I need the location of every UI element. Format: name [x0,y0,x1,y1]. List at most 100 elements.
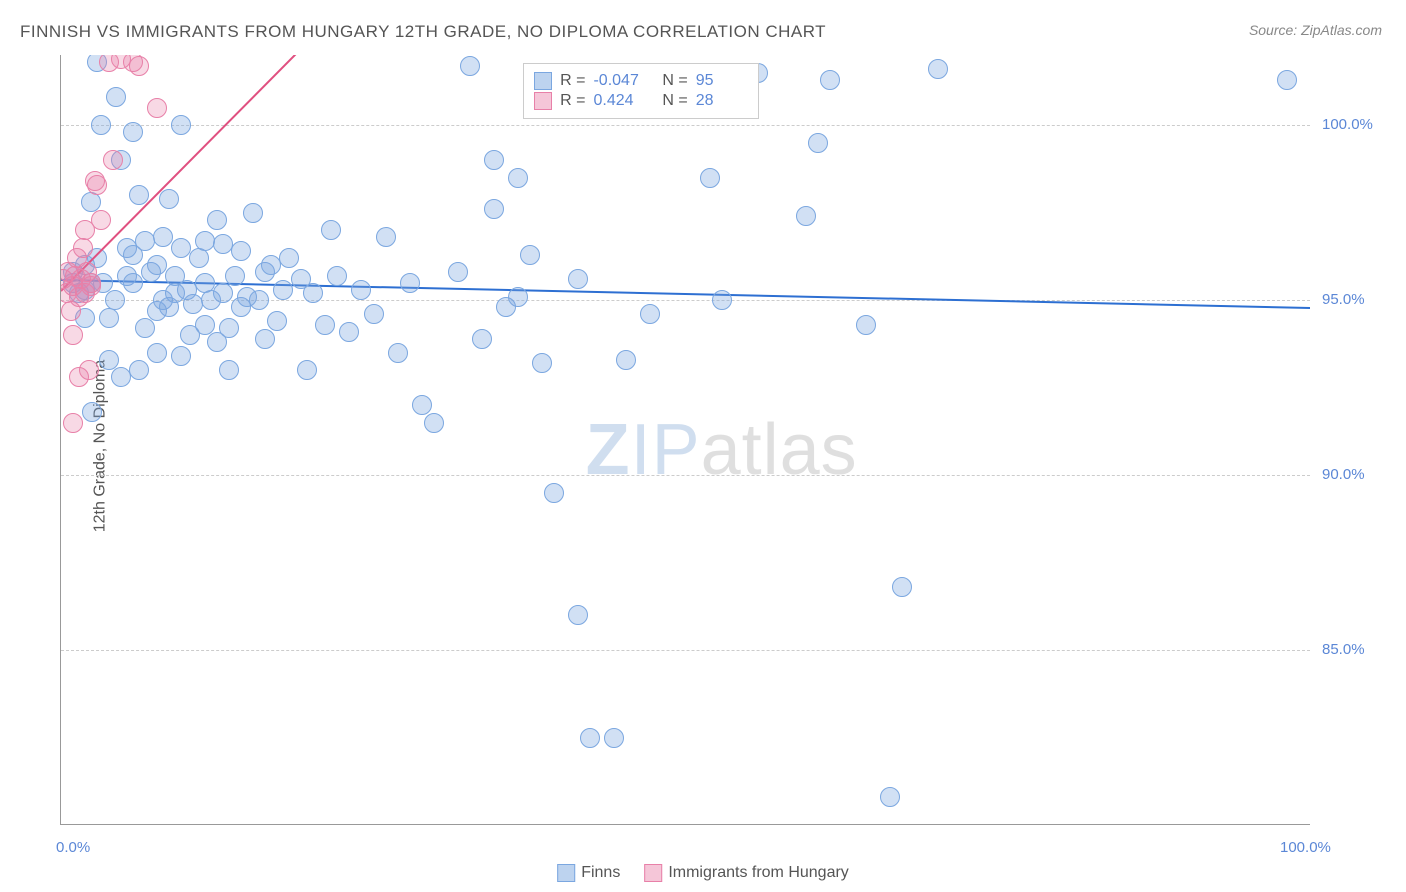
data-point [796,206,816,226]
data-point [81,273,101,293]
data-point [129,360,149,380]
data-point [105,290,125,310]
data-point [388,343,408,363]
stats-legend-row: R = 0.424 N = 28 [534,92,748,110]
data-point [73,238,93,258]
data-point [106,87,126,107]
data-point [91,210,111,230]
data-point [213,283,233,303]
gridline [61,125,1310,126]
data-point [135,231,155,251]
data-point [219,360,239,380]
x-tick [661,824,662,825]
x-tick [511,824,512,825]
legend-swatch-icon [534,72,552,90]
y-tick-label: 100.0% [1322,116,1373,133]
data-point [147,343,167,363]
x-tick [1261,824,1262,825]
data-point [568,605,588,625]
watermark-atlas: atlas [701,410,858,490]
data-point [135,318,155,338]
data-point [99,350,119,370]
data-point [508,168,528,188]
data-point [700,168,720,188]
data-point [231,241,251,261]
plot-area: ZIPatlas R = -0.047 N = 95 R = 0.424 N = … [60,55,1310,825]
watermark: ZIPatlas [586,409,858,491]
data-point [321,220,341,240]
data-point [189,248,209,268]
data-point [171,115,191,135]
data-point [123,122,143,142]
data-point [261,255,281,275]
data-point [243,203,263,223]
data-point [87,175,107,195]
data-point [1277,70,1297,90]
data-point [820,70,840,90]
data-point [880,787,900,807]
data-point [351,280,371,300]
data-point [339,322,359,342]
data-point [472,329,492,349]
y-tick-label: 85.0% [1322,641,1365,658]
legend-r-value: -0.047 [593,72,645,90]
legend-n-label: N = [653,72,687,90]
data-point [219,318,239,338]
data-point [928,59,948,79]
data-point [568,269,588,289]
data-point [400,273,420,293]
data-point [111,367,131,387]
data-point [892,577,912,597]
data-point [424,413,444,433]
y-tick-label: 95.0% [1322,291,1365,308]
legend-n-label: N = [653,92,687,110]
stats-legend-row: R = -0.047 N = 95 [534,72,748,90]
legend-swatch-icon [644,864,662,882]
data-point [303,283,323,303]
data-point [255,329,275,349]
data-point [808,133,828,153]
data-point [171,346,191,366]
chart-title: FINNISH VS IMMIGRANTS FROM HUNGARY 12TH … [20,22,826,42]
data-point [249,290,269,310]
data-point [448,262,468,282]
data-point [63,413,83,433]
legend-r-label: R = [560,92,585,110]
data-point [712,290,732,310]
legend-swatch-icon [557,864,575,882]
gridline [61,475,1310,476]
data-point [315,315,335,335]
data-point [856,315,876,335]
stats-legend: R = -0.047 N = 95 R = 0.424 N = 28 [523,63,759,119]
data-point [153,227,173,247]
legend-label: Finns [581,864,620,882]
data-point [123,273,143,293]
data-point [460,56,480,76]
data-point [279,248,299,268]
data-point [508,287,528,307]
data-point [99,308,119,328]
data-point [195,231,215,251]
data-point [183,294,203,314]
data-point [327,266,347,286]
data-point [147,255,167,275]
data-point [297,360,317,380]
y-tick-label: 90.0% [1322,466,1365,483]
data-point [129,56,149,76]
x-tick [961,824,962,825]
data-point [273,280,293,300]
data-point [213,234,233,254]
data-point [520,245,540,265]
x-tick [361,824,362,825]
data-point [103,150,123,170]
data-point [364,304,384,324]
data-point [376,227,396,247]
legend-label: Immigrants from Hungary [668,864,849,882]
legend-swatch-icon [534,92,552,110]
data-point [616,350,636,370]
data-point [159,189,179,209]
data-point [532,353,552,373]
x-tick-label-right: 100.0% [1280,839,1331,856]
data-point [63,325,83,345]
bottom-legend: Finns Immigrants from Hungary [557,864,849,882]
